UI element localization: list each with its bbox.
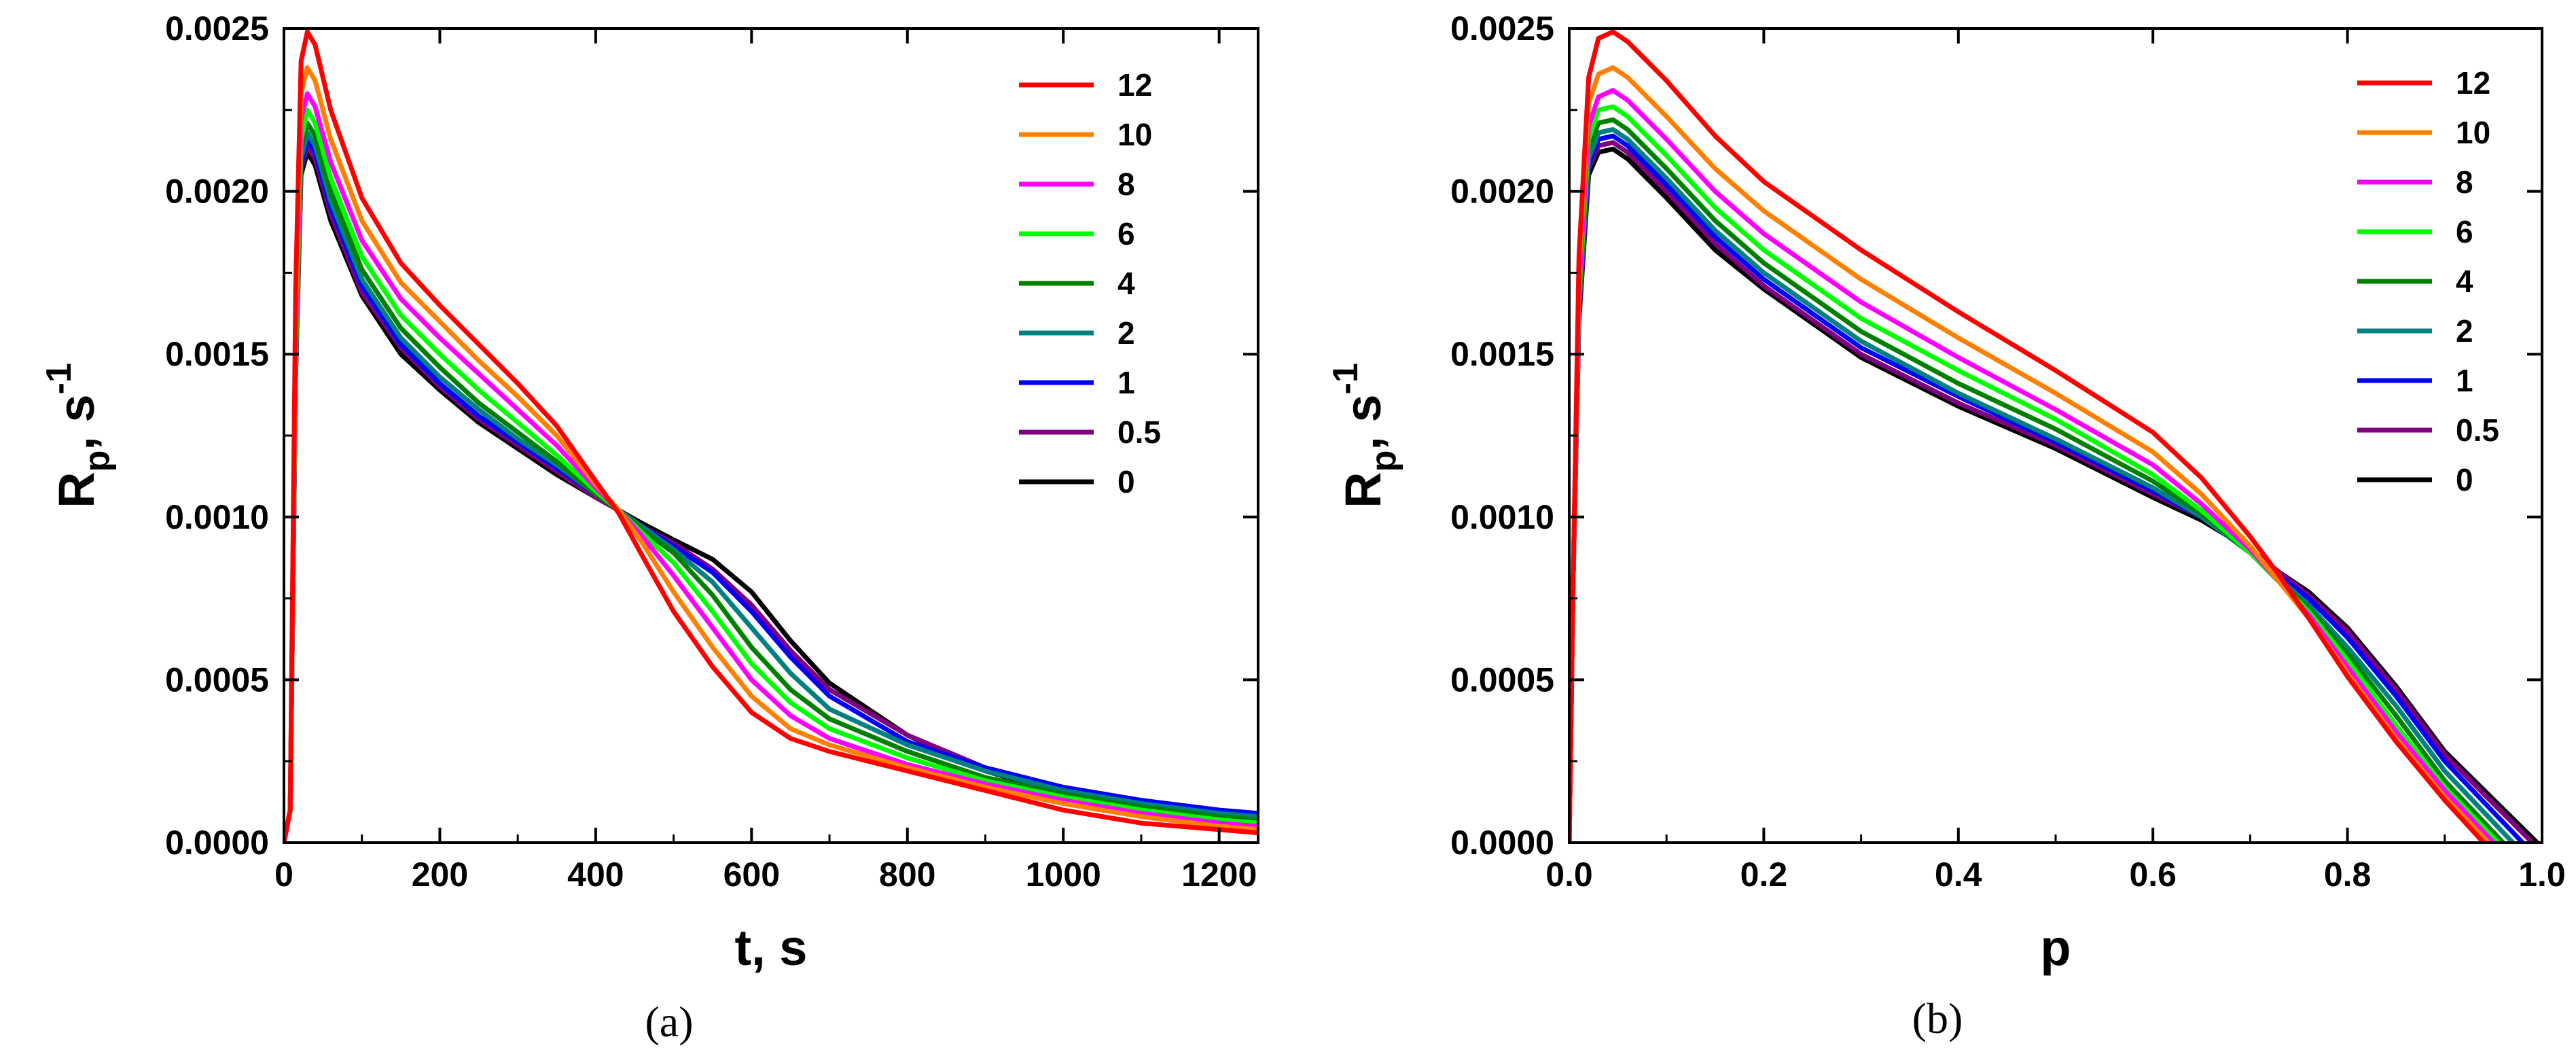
y-title-base: R <box>48 472 105 508</box>
chart-panel-a: 0 200 400 600 800 1000 1200 0.0000 0.0005 0.0010 0… <box>39 10 1259 1046</box>
legend-label: 4 <box>1117 266 1135 301</box>
x-tick-label: 800 <box>879 856 935 894</box>
legend-label: 1 <box>2456 363 2473 398</box>
y-title-base: R <box>1335 472 1391 508</box>
y-tick-label: 0.0010 <box>165 498 269 536</box>
legend-label: 6 <box>2456 214 2473 249</box>
y-tick-label: 0.0005 <box>165 661 269 699</box>
y-tick-label: 0.0020 <box>1450 173 1554 211</box>
panel-label: (a) <box>645 998 693 1046</box>
panel-label: (b) <box>1912 994 1963 1042</box>
legend-label: 8 <box>1117 166 1135 202</box>
legend-label: 4 <box>2456 264 2473 299</box>
legend-label: 6 <box>1117 216 1135 251</box>
y-title-mid: , s <box>1335 394 1391 450</box>
x-tick-label: 600 <box>723 856 780 894</box>
series-line-8 <box>1569 88 2496 843</box>
series-line-0_5 <box>284 143 1258 843</box>
legend-label: 10 <box>2456 115 2490 150</box>
legend-label: 12 <box>2456 65 2490 101</box>
y-tick-label: 0.0025 <box>1450 10 1554 48</box>
series-group <box>284 29 1258 843</box>
y-tick-label: 0.0025 <box>165 10 269 48</box>
y-title-mid: , s <box>48 394 105 450</box>
plot-frame <box>283 27 1259 844</box>
legend-label: 0 <box>1117 464 1135 499</box>
series-line-4 <box>1569 117 2506 843</box>
y-title-sup: -1 <box>1326 363 1365 394</box>
series-line-1 <box>284 137 1258 843</box>
series-line-12 <box>284 29 1258 843</box>
series-line-0 <box>1569 146 2540 843</box>
x-tick-label: 0.4 <box>1935 856 1982 894</box>
legend-label: 0.5 <box>1117 415 1161 450</box>
x-axis-title: t, s <box>735 919 808 976</box>
y-title-sub: p <box>1364 451 1403 472</box>
series-line-6 <box>1569 104 2501 843</box>
series-group <box>1569 29 2540 843</box>
x-tick-label: 0.0 <box>1545 856 1593 894</box>
series-line-4 <box>284 120 1258 843</box>
legend-label: 0 <box>2456 462 2473 497</box>
x-tick-label: 1000 <box>1026 856 1101 894</box>
x-tick-label: 0.6 <box>2129 856 2177 894</box>
y-tick-label: 0.0010 <box>1450 498 1554 536</box>
legend: 12 10 8 6 4 2 1 0.5 0 <box>2357 65 2499 497</box>
legend-label: 2 <box>1117 315 1135 351</box>
y-axis-title: Rp, s-1 <box>1326 363 1403 508</box>
x-tick-label: 0 <box>274 856 293 894</box>
series-line-2 <box>1569 127 2516 843</box>
series-line-2 <box>284 130 1258 843</box>
legend-label: 0.5 <box>2456 412 2499 448</box>
x-tick-label: 1200 <box>1181 856 1257 894</box>
x-tick-label: 200 <box>412 856 468 894</box>
series-line-12 <box>1569 29 2486 843</box>
y-tick-label: 0.0015 <box>165 335 269 373</box>
y-tick-label: 0.0015 <box>1450 335 1554 373</box>
x-tick-label: 400 <box>567 856 624 894</box>
series-line-0 <box>284 149 1258 843</box>
y-tick-label: 0.0000 <box>165 824 269 862</box>
x-tick-label: 0.2 <box>1740 856 1788 894</box>
legend-label: 10 <box>1117 117 1152 152</box>
y-title-sup: -1 <box>39 363 79 394</box>
legend-label: 8 <box>2456 164 2473 200</box>
y-axis-title: Rp, s-1 <box>39 363 117 508</box>
y-tick-label: 0.0005 <box>1450 661 1554 699</box>
series-line-6 <box>284 107 1258 843</box>
series-line-8 <box>284 91 1258 843</box>
chart-panel-b: 0.0 0.2 0.4 0.6 0.8 1.0 0.0000 0.0005 0.0010 0.00… <box>1326 10 2566 1042</box>
x-tick-label: 1.0 <box>2518 856 2566 894</box>
y-tick-label: 0.0020 <box>165 173 269 211</box>
legend-label: 1 <box>1117 365 1135 400</box>
legend-label: 12 <box>1117 67 1152 103</box>
y-title-sub: p <box>77 451 117 472</box>
plot-frame <box>1568 27 2543 844</box>
y-tick-label: 0.0000 <box>1450 824 1554 862</box>
x-tick-label: 0.8 <box>2324 856 2372 894</box>
x-axis-title: p <box>2040 919 2071 976</box>
legend: 12 10 8 6 4 2 1 0.5 0 <box>1019 67 1161 499</box>
legend-label: 2 <box>2456 313 2473 349</box>
